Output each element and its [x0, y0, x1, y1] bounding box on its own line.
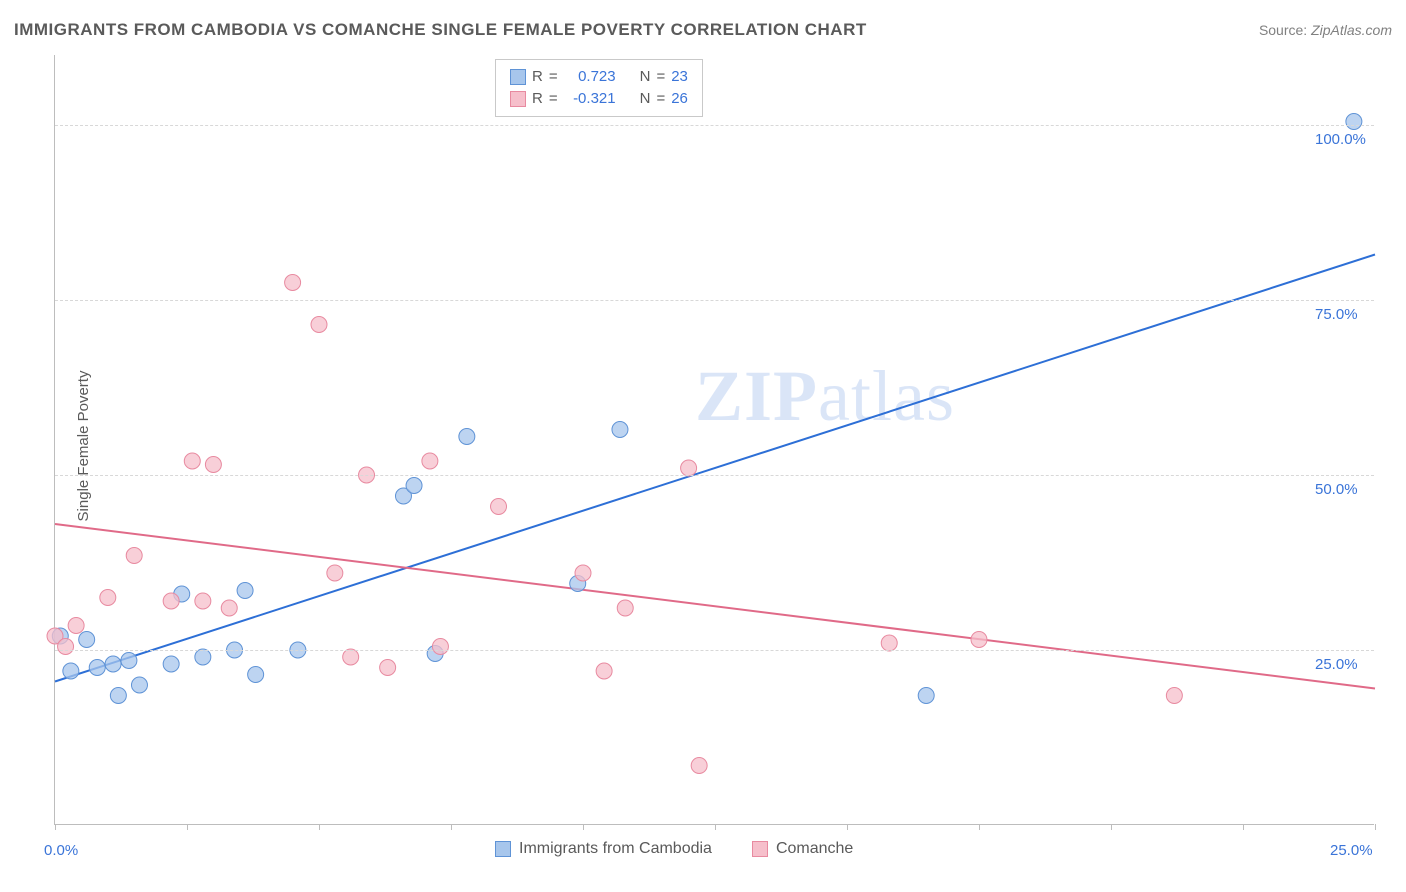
data-point-comanche: [163, 593, 179, 609]
x-tick: [583, 824, 584, 830]
plot-area: ZIPatlas R = 0.723 N = 23 R = -0.321 N =…: [54, 55, 1374, 825]
y-tick-label: 100.0%: [1315, 131, 1406, 148]
y-tick-label: 75.0%: [1315, 306, 1406, 323]
data-point-cambodia: [79, 632, 95, 648]
data-point-comanche: [311, 317, 327, 333]
swatch-cambodia: [510, 69, 526, 85]
data-point-cambodia: [110, 688, 126, 704]
x-tick: [451, 824, 452, 830]
legend-label-cambodia: Immigrants from Cambodia: [519, 840, 712, 858]
data-point-cambodia: [89, 660, 105, 676]
data-point-cambodia: [163, 656, 179, 672]
eq-sign: =: [656, 88, 665, 110]
n-value-cambodia: 23: [671, 66, 688, 88]
y-tick-label: 25.0%: [1315, 656, 1406, 673]
x-tick: [187, 824, 188, 830]
data-point-cambodia: [105, 656, 121, 672]
data-point-cambodia: [406, 478, 422, 494]
x-tick: [979, 824, 980, 830]
data-point-comanche: [68, 618, 84, 634]
eq-sign: =: [549, 66, 558, 88]
source-attribution: Source: ZipAtlas.com: [1259, 22, 1392, 38]
x-tick: [1111, 824, 1112, 830]
legend-item-cambodia: Immigrants from Cambodia: [495, 840, 712, 858]
gridline: [55, 650, 1374, 651]
correlation-legend: R = 0.723 N = 23 R = -0.321 N = 26: [495, 59, 703, 117]
eq-sign: =: [656, 66, 665, 88]
data-point-comanche: [327, 565, 343, 581]
r-value-comanche: -0.321: [564, 88, 616, 110]
data-point-comanche: [422, 453, 438, 469]
legend-row-comanche: R = -0.321 N = 26: [510, 88, 688, 110]
r-label: R: [532, 88, 543, 110]
data-point-comanche: [575, 565, 591, 581]
chart-svg: [55, 55, 1374, 824]
data-point-comanche: [971, 632, 987, 648]
data-point-comanche: [285, 275, 301, 291]
legend-row-cambodia: R = 0.723 N = 23: [510, 66, 688, 88]
source-name: ZipAtlas.com: [1311, 22, 1392, 38]
x-tick: [1375, 824, 1376, 830]
data-point-cambodia: [1346, 114, 1362, 130]
data-point-comanche: [691, 758, 707, 774]
gridline: [55, 125, 1374, 126]
n-label: N: [640, 88, 651, 110]
x-tick-label-max: 25.0%: [1330, 842, 1373, 859]
data-point-comanche: [617, 600, 633, 616]
data-point-comanche: [184, 453, 200, 469]
series-legend: Immigrants from Cambodia Comanche: [495, 840, 853, 858]
data-point-comanche: [126, 548, 142, 564]
data-point-comanche: [195, 593, 211, 609]
data-point-comanche: [380, 660, 396, 676]
data-point-comanche: [681, 460, 697, 476]
data-point-comanche: [491, 499, 507, 515]
data-point-comanche: [881, 635, 897, 651]
source-prefix: Source:: [1259, 22, 1311, 38]
data-point-comanche: [100, 590, 116, 606]
chart-title: IMMIGRANTS FROM CAMBODIA VS COMANCHE SIN…: [14, 20, 867, 40]
data-point-comanche: [432, 639, 448, 655]
legend-label-comanche: Comanche: [776, 840, 853, 858]
data-point-cambodia: [237, 583, 253, 599]
data-point-cambodia: [131, 677, 147, 693]
x-tick: [847, 824, 848, 830]
gridline: [55, 475, 1374, 476]
data-point-comanche: [58, 639, 74, 655]
data-point-cambodia: [612, 422, 628, 438]
y-tick-label: 50.0%: [1315, 481, 1406, 498]
x-tick: [319, 824, 320, 830]
data-point-cambodia: [918, 688, 934, 704]
n-label: N: [640, 66, 651, 88]
trend-line-cambodia: [55, 255, 1375, 682]
x-tick-label-min: 0.0%: [44, 842, 78, 859]
r-value-cambodia: 0.723: [564, 66, 616, 88]
swatch-comanche: [752, 841, 768, 857]
data-point-cambodia: [63, 663, 79, 679]
data-point-cambodia: [121, 653, 137, 669]
data-point-comanche: [221, 600, 237, 616]
data-point-comanche: [343, 649, 359, 665]
swatch-cambodia: [495, 841, 511, 857]
swatch-comanche: [510, 91, 526, 107]
data-point-comanche: [205, 457, 221, 473]
legend-item-comanche: Comanche: [752, 840, 853, 858]
x-tick: [55, 824, 56, 830]
data-point-comanche: [596, 663, 612, 679]
data-point-cambodia: [195, 649, 211, 665]
data-point-cambodia: [459, 429, 475, 445]
data-point-comanche: [1166, 688, 1182, 704]
x-tick: [1243, 824, 1244, 830]
x-tick: [715, 824, 716, 830]
gridline: [55, 300, 1374, 301]
data-point-cambodia: [248, 667, 264, 683]
eq-sign: =: [549, 88, 558, 110]
trend-line-comanche: [55, 524, 1375, 689]
r-label: R: [532, 66, 543, 88]
n-value-comanche: 26: [671, 88, 688, 110]
